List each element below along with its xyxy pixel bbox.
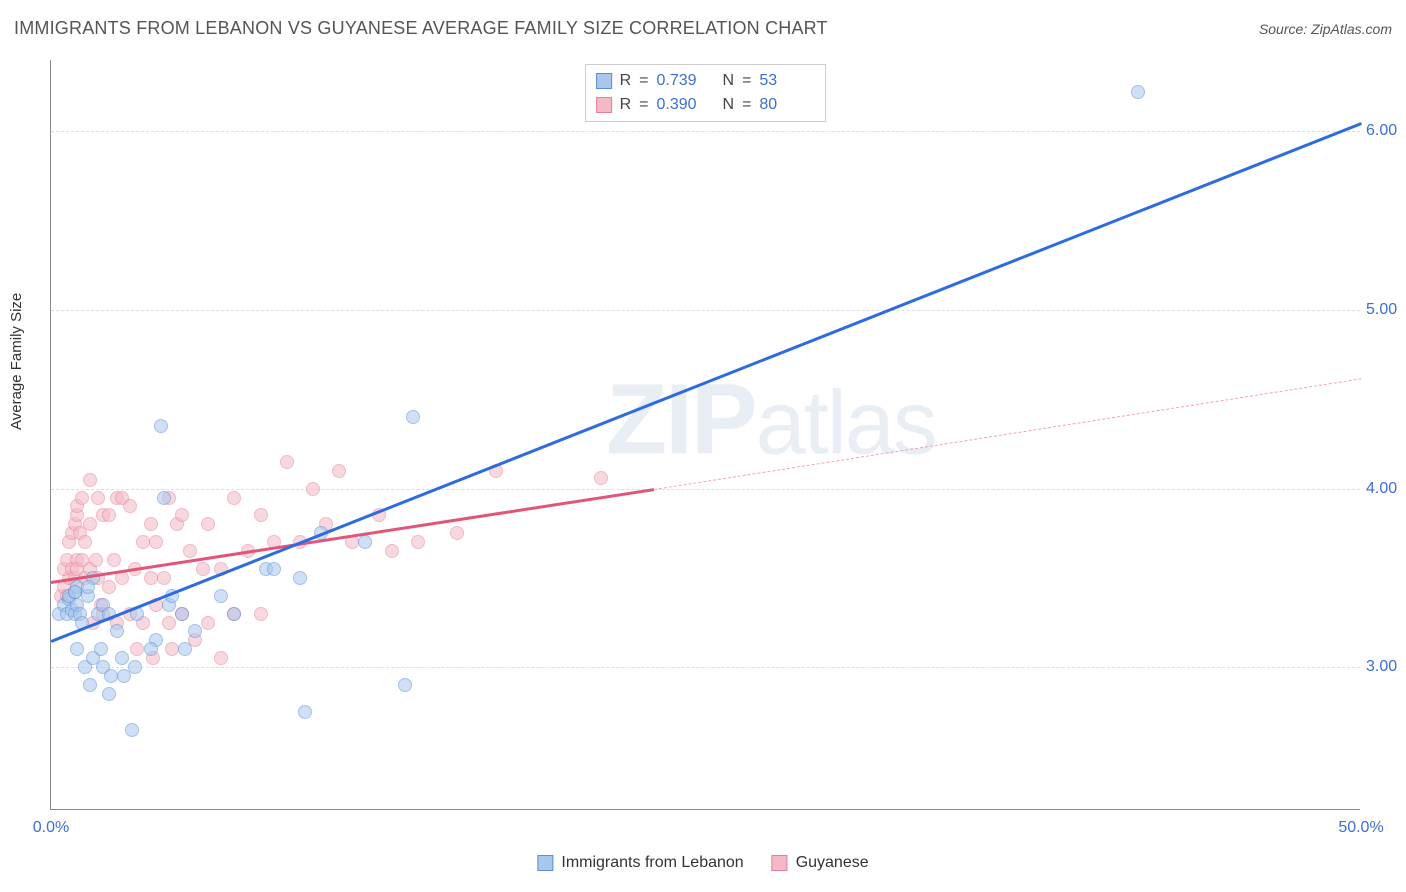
legend-label: Immigrants from Lebanon [561, 854, 743, 872]
watermark: ZIPatlas [606, 362, 936, 477]
data-point [165, 642, 179, 656]
data-point [115, 651, 129, 665]
data-point [1131, 85, 1145, 99]
title-bar: IMMIGRANTS FROM LEBANON VS GUYANESE AVER… [14, 18, 1392, 39]
data-point [91, 491, 105, 505]
data-point [83, 517, 97, 531]
data-point [267, 562, 281, 576]
data-point [162, 616, 176, 630]
data-point [157, 491, 171, 505]
data-point [201, 517, 215, 531]
legend-item: Guyanese [772, 854, 869, 872]
stat-n: 53 [759, 69, 811, 93]
data-point [280, 455, 294, 469]
stats-legend: R=0.739N=53R=0.390N=80 [585, 64, 827, 122]
data-point [130, 642, 144, 656]
data-point [144, 517, 158, 531]
data-point [83, 473, 97, 487]
data-point [175, 607, 189, 621]
trend-line [51, 123, 1362, 643]
data-point [70, 642, 84, 656]
data-point [144, 642, 158, 656]
data-point [149, 535, 163, 549]
data-point [83, 678, 97, 692]
data-point [102, 508, 116, 522]
data-point [254, 508, 268, 522]
y-tick-label: 4.00 [1366, 480, 1406, 498]
data-point [227, 491, 241, 505]
legend-swatch [772, 855, 788, 871]
x-tick-label: 0.0% [33, 819, 69, 837]
data-point [594, 471, 608, 485]
data-point [358, 535, 372, 549]
stat-n: 80 [759, 93, 811, 117]
y-tick-label: 3.00 [1366, 658, 1406, 676]
data-point [332, 464, 346, 478]
stats-row: R=0.739N=53 [596, 69, 812, 93]
data-point [406, 410, 420, 424]
data-point [227, 607, 241, 621]
data-point [214, 651, 228, 665]
data-point [254, 607, 268, 621]
data-point [75, 491, 89, 505]
data-point [94, 642, 108, 656]
data-point [214, 589, 228, 603]
chart-title: IMMIGRANTS FROM LEBANON VS GUYANESE AVER… [14, 18, 828, 39]
data-point [183, 544, 197, 558]
data-point [178, 642, 192, 656]
data-point [128, 660, 142, 674]
legend-label: Guyanese [796, 854, 869, 872]
legend-swatch [537, 855, 553, 871]
legend-swatch [596, 73, 612, 89]
data-point [123, 499, 137, 513]
data-point [411, 535, 425, 549]
series-legend: Immigrants from Lebanon Guyanese [537, 854, 868, 872]
y-axis-label: Average Family Size [8, 293, 25, 430]
stat-r: 0.390 [657, 93, 709, 117]
data-point [188, 624, 202, 638]
legend-item: Immigrants from Lebanon [537, 854, 743, 872]
data-point [196, 562, 210, 576]
data-point [385, 544, 399, 558]
data-point [125, 723, 139, 737]
data-point [201, 616, 215, 630]
data-point [293, 571, 307, 585]
data-point [157, 571, 171, 585]
source-label: Source: ZipAtlas.com [1259, 21, 1392, 37]
data-point [78, 535, 92, 549]
gridline [51, 489, 1360, 490]
data-point [136, 535, 150, 549]
y-tick-label: 6.00 [1366, 122, 1406, 140]
data-point [81, 580, 95, 594]
data-point [102, 580, 116, 594]
data-point [154, 419, 168, 433]
stat-r: 0.739 [657, 69, 709, 93]
data-point [175, 508, 189, 522]
data-point [89, 553, 103, 567]
y-tick-label: 5.00 [1366, 301, 1406, 319]
gridline [51, 667, 1360, 668]
gridline [51, 310, 1360, 311]
data-point [450, 526, 464, 540]
gridline [51, 131, 1360, 132]
data-point [144, 571, 158, 585]
data-point [102, 687, 116, 701]
trend-line [654, 378, 1362, 490]
legend-swatch [596, 97, 612, 113]
x-tick-label: 50.0% [1338, 819, 1383, 837]
data-point [298, 705, 312, 719]
data-point [306, 482, 320, 496]
plot-area: ZIPatlas R=0.739N=53R=0.390N=80 3.004.00… [50, 60, 1360, 810]
data-point [110, 624, 124, 638]
data-point [398, 678, 412, 692]
data-point [107, 553, 121, 567]
data-point [68, 585, 82, 599]
stats-row: R=0.390N=80 [596, 93, 812, 117]
data-point [104, 669, 118, 683]
